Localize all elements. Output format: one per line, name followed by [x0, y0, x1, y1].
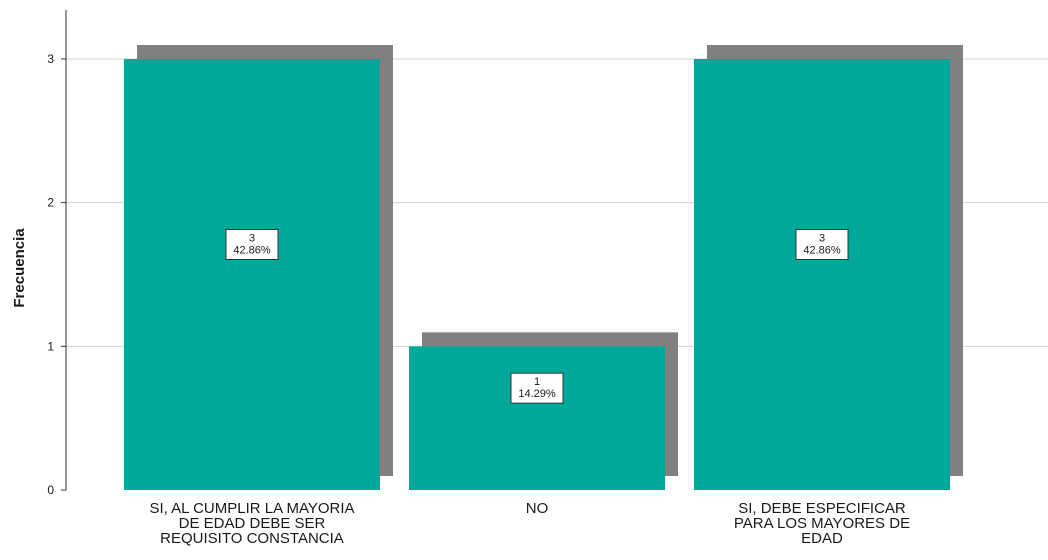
y-tick-label: 1 — [47, 339, 54, 353]
data-label: 3 42.86% — [233, 233, 271, 257]
y-tick-label: 3 — [47, 52, 54, 66]
data-label-box — [510, 372, 564, 404]
x-tick-label: SI, AL CUMPLIR LA MAYORIA DE EDAD DEBE SE… — [149, 500, 354, 547]
x-tick-label: SI, DEBE ESPECIFICAR PARA LOS MAYORES DE E… — [734, 500, 910, 547]
data-label-box — [225, 229, 279, 260]
bar — [694, 59, 950, 490]
y-tick-label: 2 — [47, 196, 54, 210]
data-label-box — [795, 229, 849, 260]
x-tick-label: NO — [526, 500, 549, 517]
data-labels: 3 42.86% 1 14.29% 3 42.86% — [225, 229, 849, 404]
bars — [124, 45, 963, 490]
data-label: 1 14.29% — [518, 376, 556, 400]
bar — [409, 346, 665, 490]
data-label: 3 42.86% — [803, 233, 841, 257]
bar — [124, 59, 380, 490]
y-tick-label: 0 — [47, 483, 54, 497]
y-axis-label: Frecuencia — [11, 228, 28, 308]
axes: 0 1 2 3 SI, AL CUMPLIR LA MAYORIA DE EDAD DEB… — [47, 10, 910, 547]
